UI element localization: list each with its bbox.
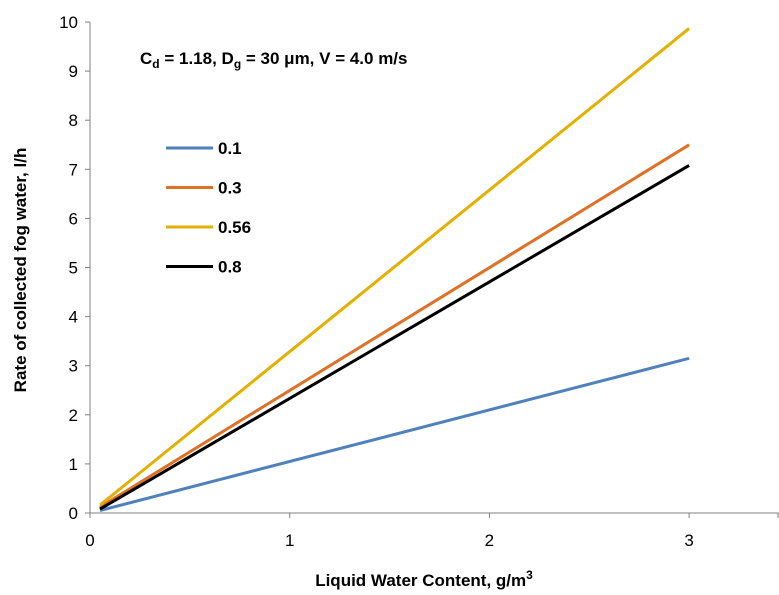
legend-item: 0.8: [166, 258, 242, 277]
y-tick-label: 4: [69, 308, 78, 327]
legend-label: 0.1: [218, 139, 242, 158]
x-tick-label: 3: [684, 531, 693, 550]
series-line-0-1: [99, 356, 690, 512]
legend-item: 0.56: [166, 218, 251, 237]
y-tick-label: 5: [69, 259, 78, 278]
y-tick-label: 9: [69, 62, 78, 81]
y-tick-label: 2: [69, 406, 78, 425]
x-ticks: 0 1 2 3: [85, 513, 779, 550]
y-tick-label: 10: [59, 13, 78, 32]
x-tick-label: 2: [485, 531, 494, 550]
y-axis-title: Rate of collected fog water, l/h: [11, 148, 30, 393]
y-tick-label: 6: [69, 209, 78, 228]
x-tick-label: 1: [285, 531, 294, 550]
legend: 0.1 0.3 0.56 0.8: [166, 139, 251, 277]
x-tick-label: 0: [85, 531, 94, 550]
y-ticks: 0 1 2 3 4 5 6 7 8 9 10: [59, 13, 90, 523]
annotation-text: Cd = 1.18, Dg = 30 μm, V = 4.0 m/s: [140, 49, 408, 71]
y-tick-label: 0: [69, 504, 78, 523]
legend-label: 0.3: [218, 179, 242, 198]
legend-label: 0.8: [218, 258, 242, 277]
series-line-0-56: [99, 27, 691, 507]
y-tick-label: 8: [69, 111, 78, 130]
series-line-0-3: [99, 143, 690, 509]
series-line-0-8: [99, 164, 690, 511]
x-axis-title: Liquid Water Content, g/m3: [315, 568, 533, 590]
y-tick-label: 3: [69, 357, 78, 376]
legend-label: 0.56: [218, 218, 251, 237]
y-tick-label: 7: [69, 160, 78, 179]
series-lines: [99, 27, 691, 512]
chart-annotation: Cd = 1.18, Dg = 30 μm, V = 4.0 m/s: [140, 49, 408, 71]
y-tick-label: 1: [69, 455, 78, 474]
legend-item: 0.3: [166, 179, 242, 198]
legend-item: 0.1: [166, 139, 242, 158]
